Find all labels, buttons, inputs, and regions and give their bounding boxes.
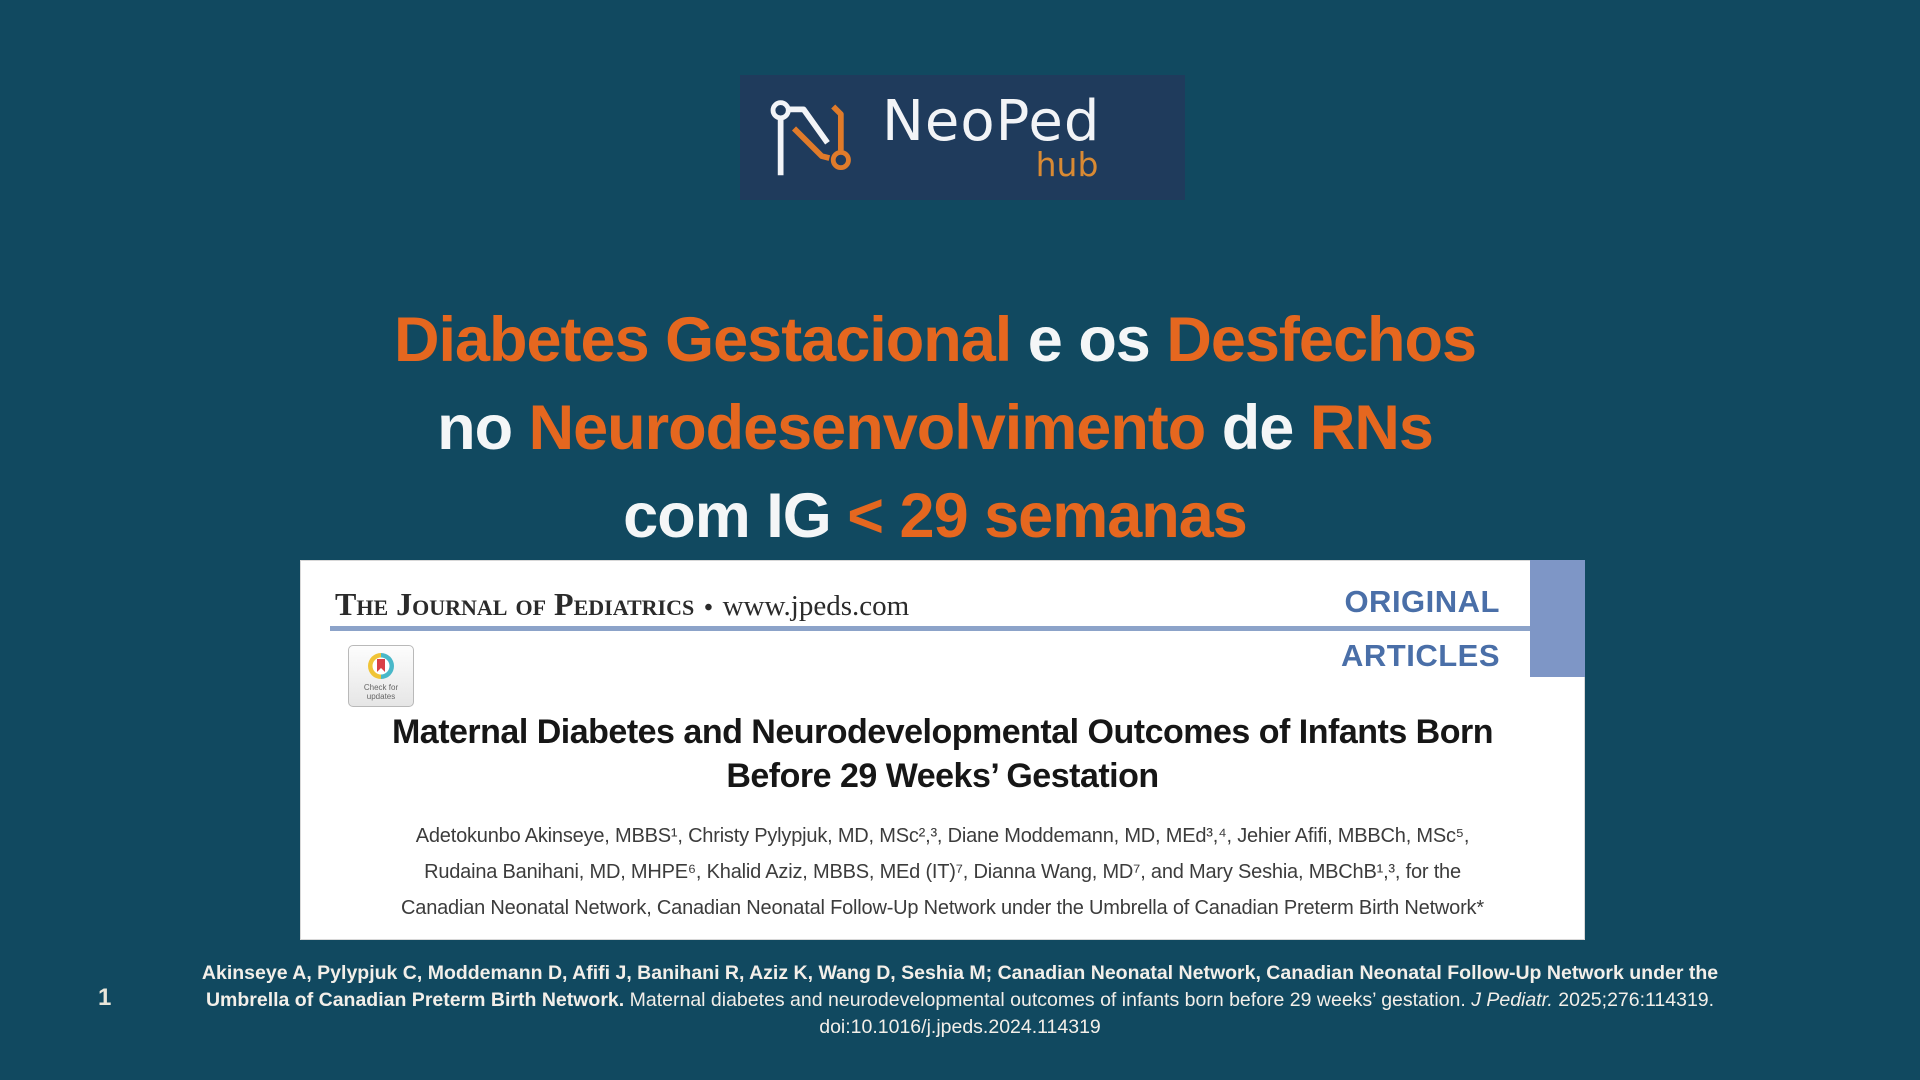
authors-line-2: Rudaina Banihani, MD, MHPE⁶, Khalid Aziz… (424, 861, 1461, 883)
corner-tab (1530, 560, 1585, 677)
page-number: 1 (98, 984, 112, 1011)
title-segment: Desfechos (1166, 305, 1477, 375)
slide-title: Diabetes Gestacional e os Desfechos no N… (0, 296, 1870, 560)
citation-journal: J Pediatr. (1471, 989, 1553, 1011)
masthead-divider (330, 626, 1538, 631)
check-for-updates-icon (368, 653, 394, 679)
logo-wordmark: NeoPed (882, 89, 1101, 154)
section-label-articles: ARTICLES (1341, 638, 1500, 673)
check-for-updates-label: Check for updates (363, 683, 399, 701)
citation-doi: 2025;276:114319. doi:10.1016/j.jpeds.202… (819, 989, 1715, 1038)
neoped-hub-logo: NeoPed hub (740, 75, 1185, 200)
logo-suffix: hub (1035, 145, 1099, 184)
journal-article-clipping: The Journal of Pediatrics • www.jpeds.com … (300, 560, 1585, 940)
title-line-3: com IG < 29 semanas (0, 472, 1870, 560)
paper-title-line-1: Maternal Diabetes and Neurodevelopmental… (391, 713, 1494, 751)
section-label-original: ORIGINAL (1344, 584, 1500, 619)
authors-line-3: Canadian Neonatal Network, Canadian Neon… (401, 897, 1484, 919)
citation-authors: Akinseye A, Pylypjuk C, Moddemann D, Afi… (201, 962, 1719, 1011)
journal-name: The Journal of Pediatrics (335, 586, 695, 622)
title-segment: no (437, 393, 513, 463)
title-line-1: Diabetes Gestacional e os Desfechos (0, 296, 1870, 384)
paper-title-line-2: Before 29 Weeks’ Gestation (726, 757, 1159, 795)
title-segment: RNs (1309, 393, 1434, 463)
check-for-updates-badge: Check for updates (348, 645, 414, 707)
title-segment: Neurodesenvolvimento (528, 393, 1207, 463)
authors-line-1: Adetokunbo Akinseye, MBBS¹, Christy Pyly… (415, 825, 1470, 847)
title-segment: < 29 semanas (847, 481, 1248, 551)
citation-title: Maternal diabetes and neurodevelopmental… (629, 989, 1466, 1011)
title-segment: Diabetes Gestacional (394, 305, 1012, 375)
paper-title: Maternal Diabetes and Neurodevelopmental… (300, 710, 1585, 798)
title-line-2: no Neurodesenvolvimento de RNs (0, 384, 1870, 472)
reference-citation: Akinseye A, Pylypjuk C, Moddemann D, Afi… (180, 960, 1740, 1041)
journal-masthead: The Journal of Pediatrics • www.jpeds.com (335, 586, 909, 623)
journal-website: www.jpeds.com (722, 590, 910, 622)
title-segment: e os (1027, 305, 1151, 375)
title-segment: com IG (623, 481, 832, 551)
paper-authors: Adetokunbo Akinseye, MBBS¹, Christy Pyly… (300, 818, 1585, 926)
logo-text: NeoPed hub (882, 89, 1101, 184)
masthead-bullet: • (704, 595, 713, 621)
line-chart-nodes-icon (770, 99, 851, 175)
title-segment: de (1221, 393, 1295, 463)
